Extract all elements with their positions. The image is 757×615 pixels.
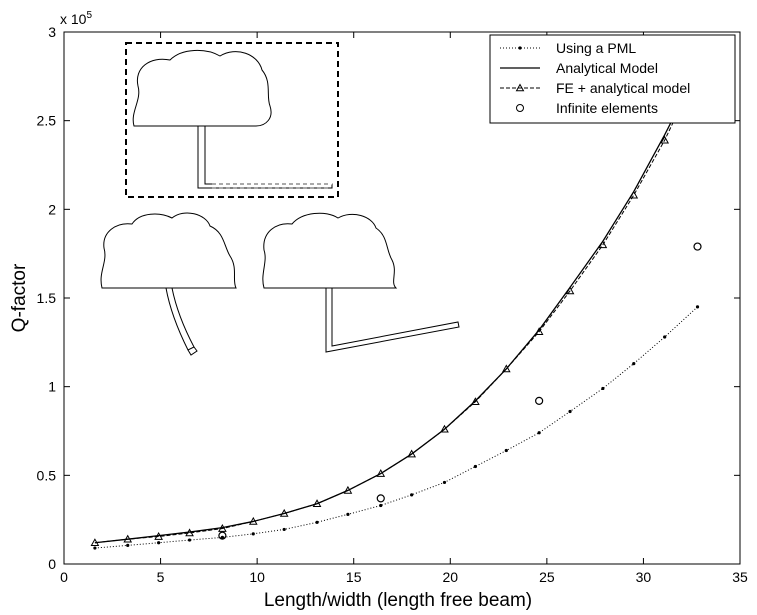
x-tick-label: 5 [157, 569, 165, 585]
data-point-pml [126, 543, 130, 547]
data-point-pml [379, 503, 383, 508]
data-point-pml [93, 546, 97, 550]
series-line-pml [94, 306, 698, 549]
data-point-pml [601, 386, 605, 391]
y-axis-title: Q-factor [9, 263, 30, 332]
data-point-fe [154, 531, 163, 540]
y-exponent-label: x 105 [60, 10, 92, 27]
data-point-pml [282, 527, 286, 532]
data-point-fe [376, 469, 386, 477]
data-point-fe [660, 135, 670, 144]
y-tick-label: 2 [48, 201, 56, 217]
x-axis-title: Length/width (length free beam) [264, 590, 532, 611]
x-tick-label: 15 [346, 569, 362, 585]
x-tick-label: 25 [539, 569, 555, 585]
y-tick-label: 0.5 [37, 467, 57, 483]
data-point-infinite [218, 531, 227, 540]
data-point-fe [90, 538, 100, 547]
y-tick-label: 2.5 [37, 113, 57, 129]
y-tick-label: 1.5 [37, 290, 57, 306]
data-point-fe [279, 508, 289, 517]
data-point-infinite [535, 396, 544, 405]
data-point-pml [473, 464, 477, 469]
inset-beam-left [165, 287, 195, 351]
legend-item: FE + analytical model [500, 80, 690, 96]
legend-label: Using a PML [556, 40, 636, 56]
x-tick-label: 10 [249, 569, 265, 585]
inset-beam-right [325, 288, 460, 353]
inset-cloud-top [132, 50, 272, 127]
data-point-fe [123, 534, 133, 543]
inset-beam-left-tip [187, 346, 198, 356]
legend-item: Analytical Model [500, 60, 658, 76]
inset-cloud-left [100, 212, 237, 289]
data-point-fe [343, 485, 353, 494]
inset-beam-extension [212, 183, 330, 189]
data-point-pml [220, 535, 224, 540]
data-point-pml [442, 480, 447, 485]
data-point-pml [251, 532, 255, 536]
data-point-pml [346, 512, 350, 516]
series-3 [218, 242, 702, 540]
series-1 [94, 107, 679, 544]
x-tick-label: 30 [636, 569, 652, 585]
inset-cloud-right [262, 212, 398, 289]
data-point-pml [187, 538, 192, 542]
series-line-fe [94, 111, 679, 544]
legend: Using a PML Analytical Model FE + analytic… [489, 34, 736, 124]
legend-label: Analytical Model [556, 60, 658, 76]
data-point-fe [218, 524, 227, 532]
data-point-fe [407, 449, 417, 458]
legend-item: Using a PML [500, 40, 636, 56]
inset-dashed-frame [125, 42, 339, 198]
data-point-pml [315, 520, 319, 524]
data-point-pml [410, 493, 414, 497]
data-point-fe [185, 528, 194, 537]
legend-item: Infinite elements [516, 100, 658, 116]
data-point-fe [534, 327, 544, 335]
y-exponent-power: 5 [86, 10, 92, 21]
axis-ticks: 0 5 10 15 20 25 30 35 0 0.5 1 1.5 2 2.5 3 [37, 24, 748, 585]
legend-label: FE + analytical model [556, 80, 690, 96]
y-tick-label: 1 [48, 379, 56, 395]
data-point-fe [629, 190, 639, 199]
data-point-infinite [376, 494, 385, 503]
data-point-pml [568, 409, 572, 414]
x-tick-label: 35 [732, 569, 748, 585]
series-0 [93, 305, 700, 550]
series-line-analytical [94, 107, 679, 544]
data-point-pml [695, 305, 700, 309]
data-point-fe [440, 424, 449, 433]
data-point-infinite [693, 242, 702, 251]
data-point-pml [157, 541, 161, 545]
legend-box [489, 34, 736, 124]
y-tick-label: 0 [48, 556, 56, 572]
inset-illustrations [100, 42, 460, 356]
data-point-pml [663, 335, 667, 339]
legend-marker [515, 83, 525, 92]
series-layer [90, 107, 702, 550]
series-2 [90, 111, 679, 547]
legend-marker [518, 46, 522, 50]
y-tick-label: 3 [48, 24, 56, 40]
legend-label: Infinite elements [556, 100, 658, 116]
data-point-pml [632, 362, 636, 366]
data-point-pml [504, 448, 508, 453]
data-point-fe [248, 516, 258, 525]
legend-marker [516, 104, 524, 112]
data-point-pml [537, 431, 541, 435]
data-point-fe [501, 364, 511, 373]
data-point-fe [565, 286, 575, 295]
x-tick-label: 20 [442, 569, 458, 585]
data-point-fe [598, 240, 608, 249]
x-tick-label: 0 [60, 569, 68, 585]
inset-beam-top [197, 126, 333, 189]
data-point-fe [471, 397, 480, 406]
data-point-fe [312, 499, 322, 508]
